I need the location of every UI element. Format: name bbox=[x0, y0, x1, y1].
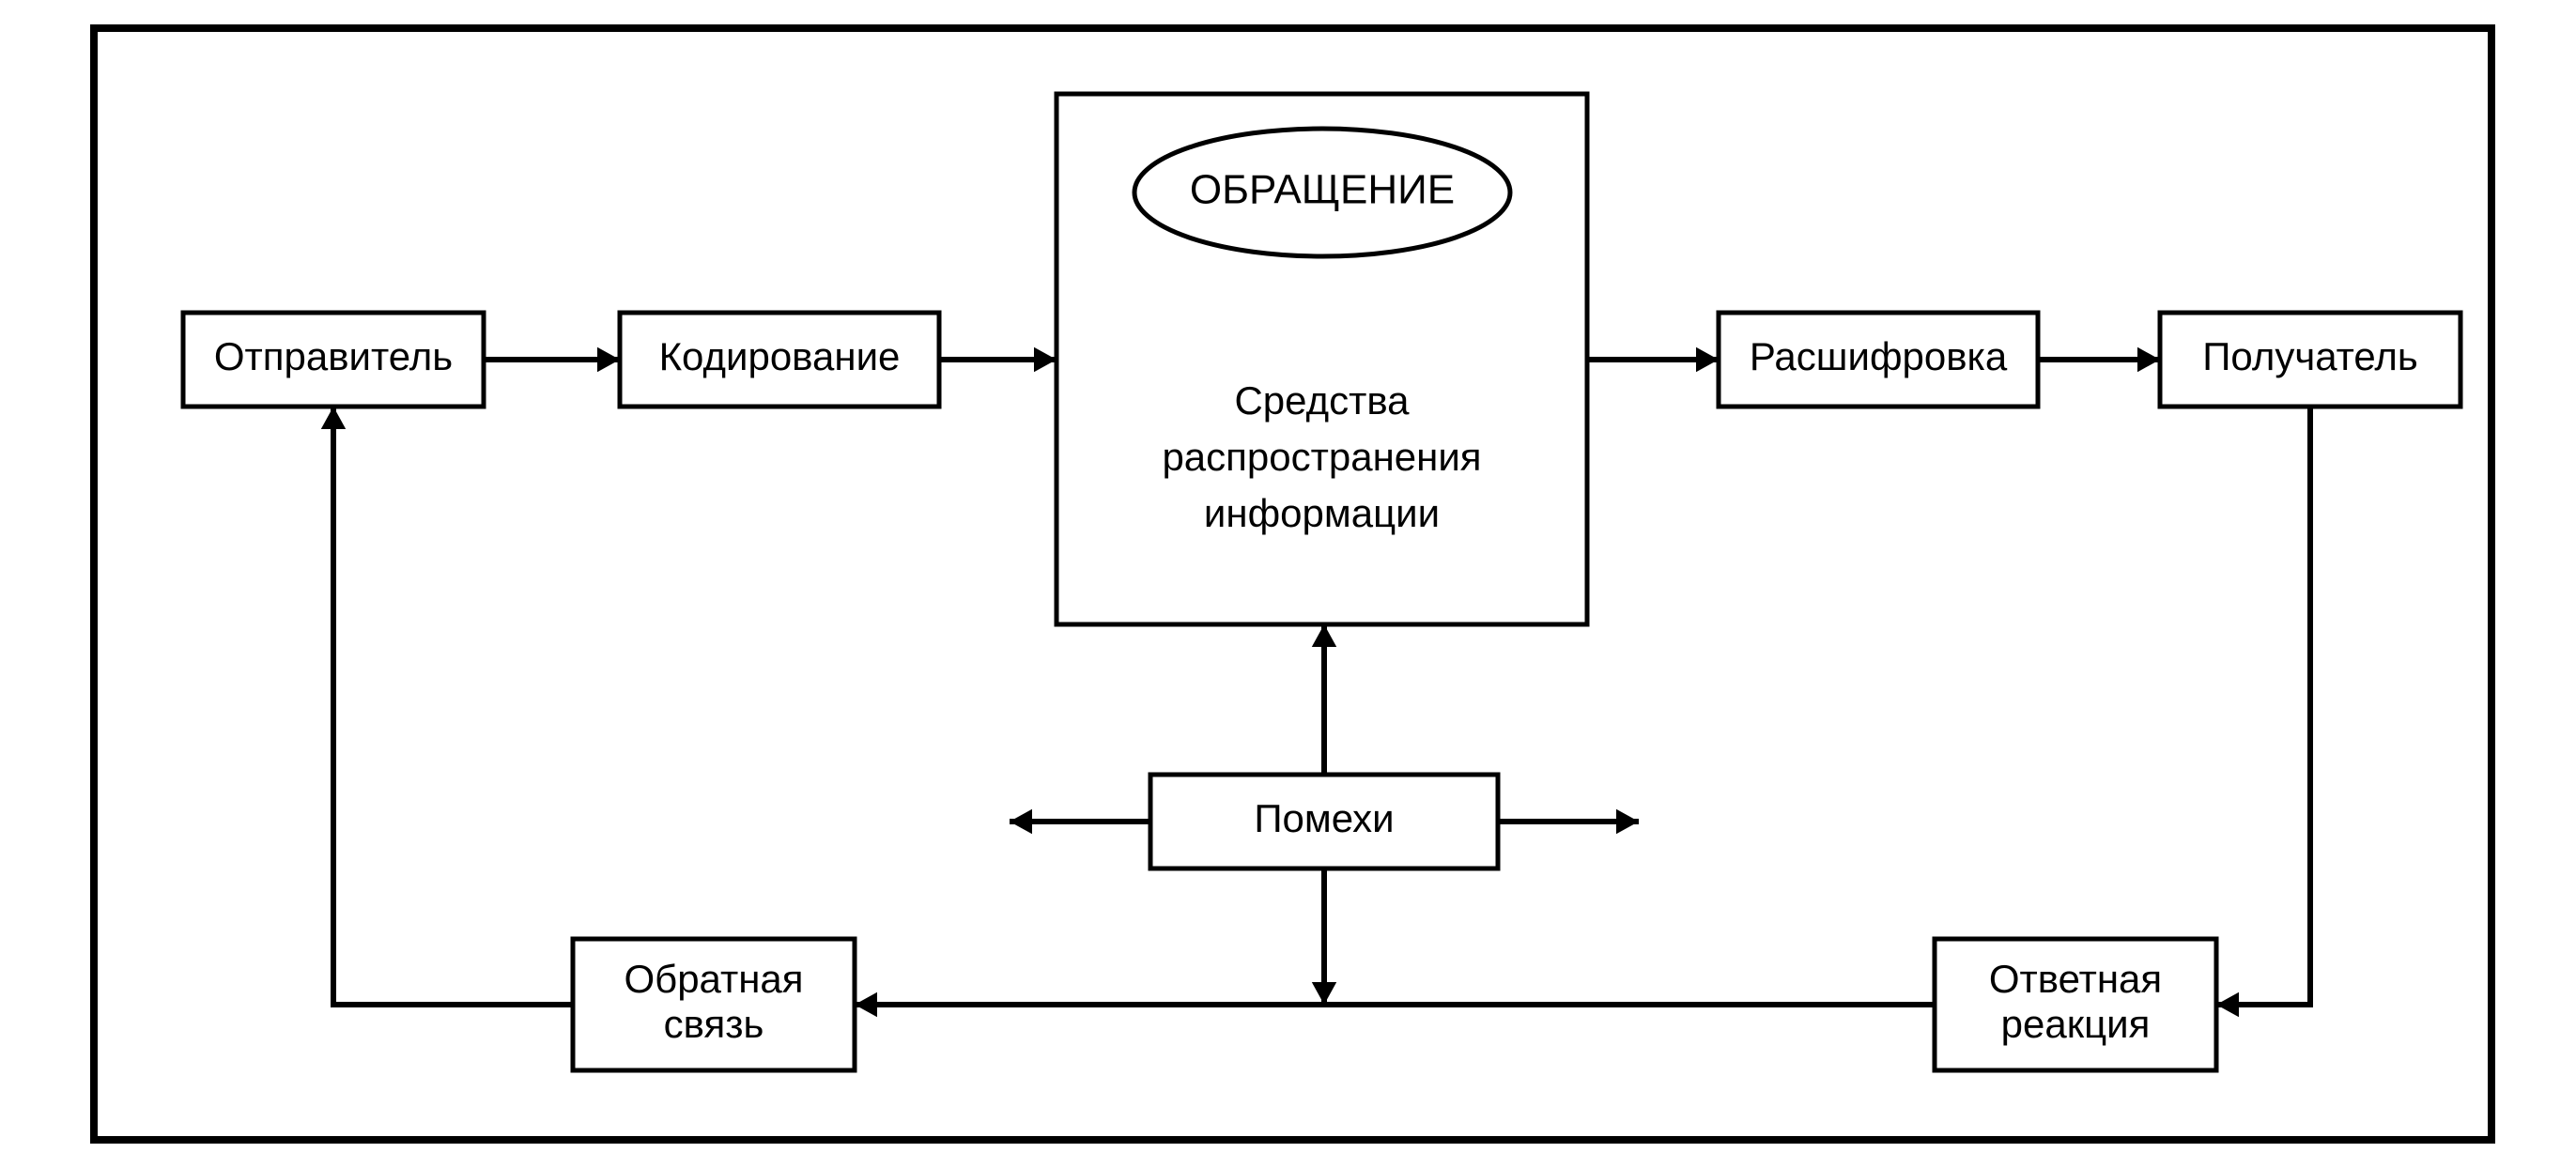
feedback-box-label-1: связь bbox=[664, 1002, 764, 1046]
appeal-ellipse-label: ОБРАЩЕНИЕ bbox=[1190, 167, 1455, 213]
feedback-box-label-0: Обратная bbox=[624, 957, 803, 1001]
decoding-box-label: Расшифровка bbox=[1750, 334, 2008, 378]
communication-diagram: Отправитель Кодирование Расшифровка Получат… bbox=[0, 0, 2576, 1168]
receiver-box-label: Получатель bbox=[2202, 334, 2418, 378]
response-box-label-1: реакция bbox=[2001, 1002, 2151, 1046]
sender-box-label: Отправитель bbox=[214, 334, 453, 378]
media-subtext-0: Средства bbox=[1234, 378, 1410, 423]
media-subtext-1: распространения bbox=[1162, 435, 1481, 479]
encoding-box-label: Кодирование bbox=[659, 334, 901, 378]
media-subtext-2: информации bbox=[1204, 491, 1440, 535]
noise-box-label: Помехи bbox=[1254, 796, 1394, 840]
response-box-label-0: Ответная bbox=[1989, 957, 2162, 1001]
